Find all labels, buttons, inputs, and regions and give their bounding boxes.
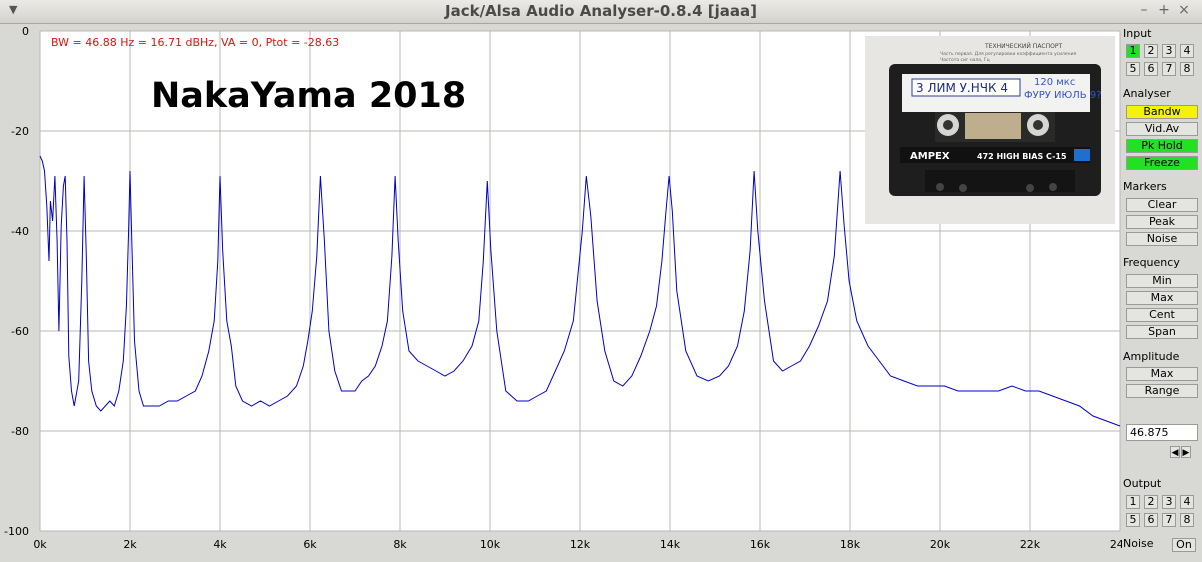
model-text: 472 HIGH BIAS C-15 (977, 152, 1067, 161)
noise-label: Noise (1123, 537, 1154, 550)
close-icon[interactable]: × (1178, 2, 1190, 18)
window-title: Jack/Alsa Audio Analyser-0.8.4 [jaaa] (445, 2, 757, 20)
passport-line1: Часть первая. Для регулировки коэффициен… (940, 51, 1077, 57)
increase-arrow-icon[interactable]: ▶ (1181, 446, 1191, 458)
y-tick-label: -100 (4, 525, 29, 538)
right-spool-hub-icon (1033, 120, 1043, 130)
input-channel-button-3[interactable]: 3 (1162, 44, 1176, 58)
input-channel-button-2[interactable]: 2 (1144, 44, 1158, 58)
y-tick-label: -40 (11, 225, 29, 238)
left-spool-hub-icon (943, 120, 953, 130)
x-tick-label: 14k (660, 538, 681, 551)
input-channel-button-7[interactable]: 7 (1162, 62, 1176, 76)
cassette-photo: ТЕХНИЧЕСКИЙ ПАСПОРТ Часть первая. Для ре… (865, 36, 1115, 224)
spectrum-chart[interactable]: 0 -20 -40 -60 -80 -100 0k 2k 4k 6k 8k 10k 12k 14k 16k… (0, 24, 1131, 558)
bottom-hole-icon (1049, 183, 1057, 191)
x-tick-label: 10k (480, 538, 501, 551)
amplitude-range-button[interactable]: Range (1126, 384, 1198, 398)
bottom-hole-icon (1026, 184, 1034, 192)
x-tick-label: 12k (570, 538, 591, 551)
input-channel-button-6[interactable]: 6 (1144, 62, 1158, 76)
passport-line2: Частота сиг нала, Гц (940, 57, 990, 63)
title-bar: ▼ Jack/Alsa Audio Analyser-0.8.4 [jaaa] … (0, 0, 1202, 24)
x-tick-label: 20k (930, 538, 951, 551)
pk-hold-button[interactable]: Pk Hold (1126, 139, 1198, 153)
output-channel-button-5[interactable]: 5 (1126, 513, 1140, 527)
passport-title: ТЕХНИЧЕСКИЙ ПАСПОРТ (984, 43, 1062, 50)
spectrum-plot-area: 0 -20 -40 -60 -80 -100 0k 2k 4k 6k 8k 10k 12k 14k 16k… (0, 24, 1131, 558)
info-line: BW = 46.88 Hz = 16.71 dBHz, VA = 0, Ptot… (51, 36, 339, 49)
amplitude-section-label: Amplitude (1123, 350, 1180, 363)
noise-on-button[interactable]: On (1172, 538, 1196, 552)
x-tick-label: 24k (1110, 538, 1122, 551)
freeze-button[interactable]: Freeze (1126, 156, 1198, 170)
x-tick-label: 6k (303, 538, 317, 551)
overlay-title: NakaYama 2018 (151, 76, 466, 116)
x-axis-ticks: 0k 2k 4k 6k 8k 10k 12k 14k 16k 18k 20k 22k 24k (33, 538, 1130, 551)
amplitude-max-button[interactable]: Max (1126, 367, 1198, 381)
markers-noise-button[interactable]: Noise (1126, 232, 1198, 246)
bottom-hole-icon (959, 184, 967, 192)
x-tick-label: 16k (750, 538, 771, 551)
label-box (911, 78, 1021, 97)
output-channel-button-2[interactable]: 2 (1144, 495, 1158, 509)
x-tick-label: 18k (840, 538, 861, 551)
x-tick-label: 8k (393, 538, 407, 551)
label-right-top: 120 мкс (1034, 77, 1075, 88)
markers-section-label: Markers (1123, 180, 1167, 193)
tape-window (965, 113, 1021, 139)
output-section-label: Output (1123, 477, 1162, 490)
y-tick-label: -20 (11, 125, 29, 138)
markers-peak-button[interactable]: Peak (1126, 215, 1198, 229)
value-input[interactable]: 46.875 (1126, 424, 1198, 441)
bandw-button[interactable]: Bandw (1126, 105, 1198, 119)
x-tick-label: 0k (33, 538, 47, 551)
input-channel-button-5[interactable]: 5 (1126, 62, 1140, 76)
window-menu-icon[interactable]: ▼ (9, 3, 18, 16)
y-axis-ticks: 0 -20 -40 -60 -80 -100 (4, 25, 29, 538)
x-tick-label: 2k (123, 538, 137, 551)
output-channel-button-7[interactable]: 7 (1162, 513, 1176, 527)
minimize-icon[interactable]: – (1140, 2, 1148, 18)
brand-text: AMPEX (910, 151, 950, 162)
maximize-icon[interactable]: + (1158, 2, 1170, 18)
y-tick-label: -60 (11, 325, 29, 338)
y-tick-label: -80 (11, 425, 29, 438)
vidav-button[interactable]: Vid.Av (1126, 122, 1198, 136)
markers-clear-button[interactable]: Clear (1126, 198, 1198, 212)
input-section-label: Input (1123, 27, 1152, 40)
output-channel-button-4[interactable]: 4 (1180, 495, 1194, 509)
output-channel-button-1[interactable]: 1 (1126, 495, 1140, 509)
frequency-min-button[interactable]: Min (1126, 274, 1198, 288)
output-channel-button-6[interactable]: 6 (1144, 513, 1158, 527)
spectrum-trace (39, 155, 1121, 427)
bottom-hole-icon (936, 183, 944, 191)
decrease-arrow-icon[interactable]: ◀ (1170, 446, 1180, 458)
label-right-bottom: ФУРУ ИЮЛЬ 9? (1024, 90, 1102, 101)
x-tick-label: 4k (213, 538, 227, 551)
frequency-max-button[interactable]: Max (1126, 291, 1198, 305)
frequency-section-label: Frequency (1123, 256, 1180, 269)
brand-strip (900, 147, 1090, 163)
input-channel-button-1[interactable]: 1 (1126, 44, 1140, 58)
blue-tab (1074, 149, 1090, 161)
input-channel-button-4[interactable]: 4 (1180, 44, 1194, 58)
frequency-cent-button[interactable]: Cent (1126, 308, 1198, 322)
analyser-section-label: Analyser (1123, 87, 1171, 100)
x-tick-label: 22k (1020, 538, 1041, 551)
frequency-span-button[interactable]: Span (1126, 325, 1198, 339)
label-left-text: 3 ЛИМ У.НЧК 4 (916, 81, 1008, 95)
input-channel-button-8[interactable]: 8 (1180, 62, 1194, 76)
y-tick-label: 0 (22, 25, 29, 38)
output-channel-button-3[interactable]: 3 (1162, 495, 1176, 509)
output-channel-button-8[interactable]: 8 (1180, 513, 1194, 527)
